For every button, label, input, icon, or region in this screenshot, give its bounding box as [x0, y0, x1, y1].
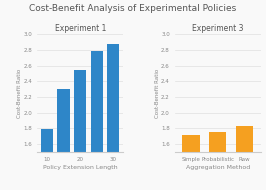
Bar: [57, 89, 70, 190]
Y-axis label: Cost-Benefit Ratio: Cost-Benefit Ratio: [17, 68, 22, 118]
Bar: [209, 132, 226, 190]
Bar: [182, 135, 200, 190]
Title: Experiment 1: Experiment 1: [55, 25, 106, 33]
Bar: [107, 44, 119, 190]
Bar: [236, 126, 253, 190]
Bar: [90, 51, 103, 190]
Bar: [74, 70, 86, 190]
Text: Cost-Benefit Analysis of Experimental Policies: Cost-Benefit Analysis of Experimental Po…: [29, 4, 237, 13]
X-axis label: Aggregation Method: Aggregation Method: [186, 165, 250, 170]
Bar: [41, 129, 53, 190]
Title: Experiment 3: Experiment 3: [192, 25, 243, 33]
Y-axis label: Cost-Benefit Ratio: Cost-Benefit Ratio: [155, 68, 160, 118]
X-axis label: Policy Extension Length: Policy Extension Length: [43, 165, 118, 170]
